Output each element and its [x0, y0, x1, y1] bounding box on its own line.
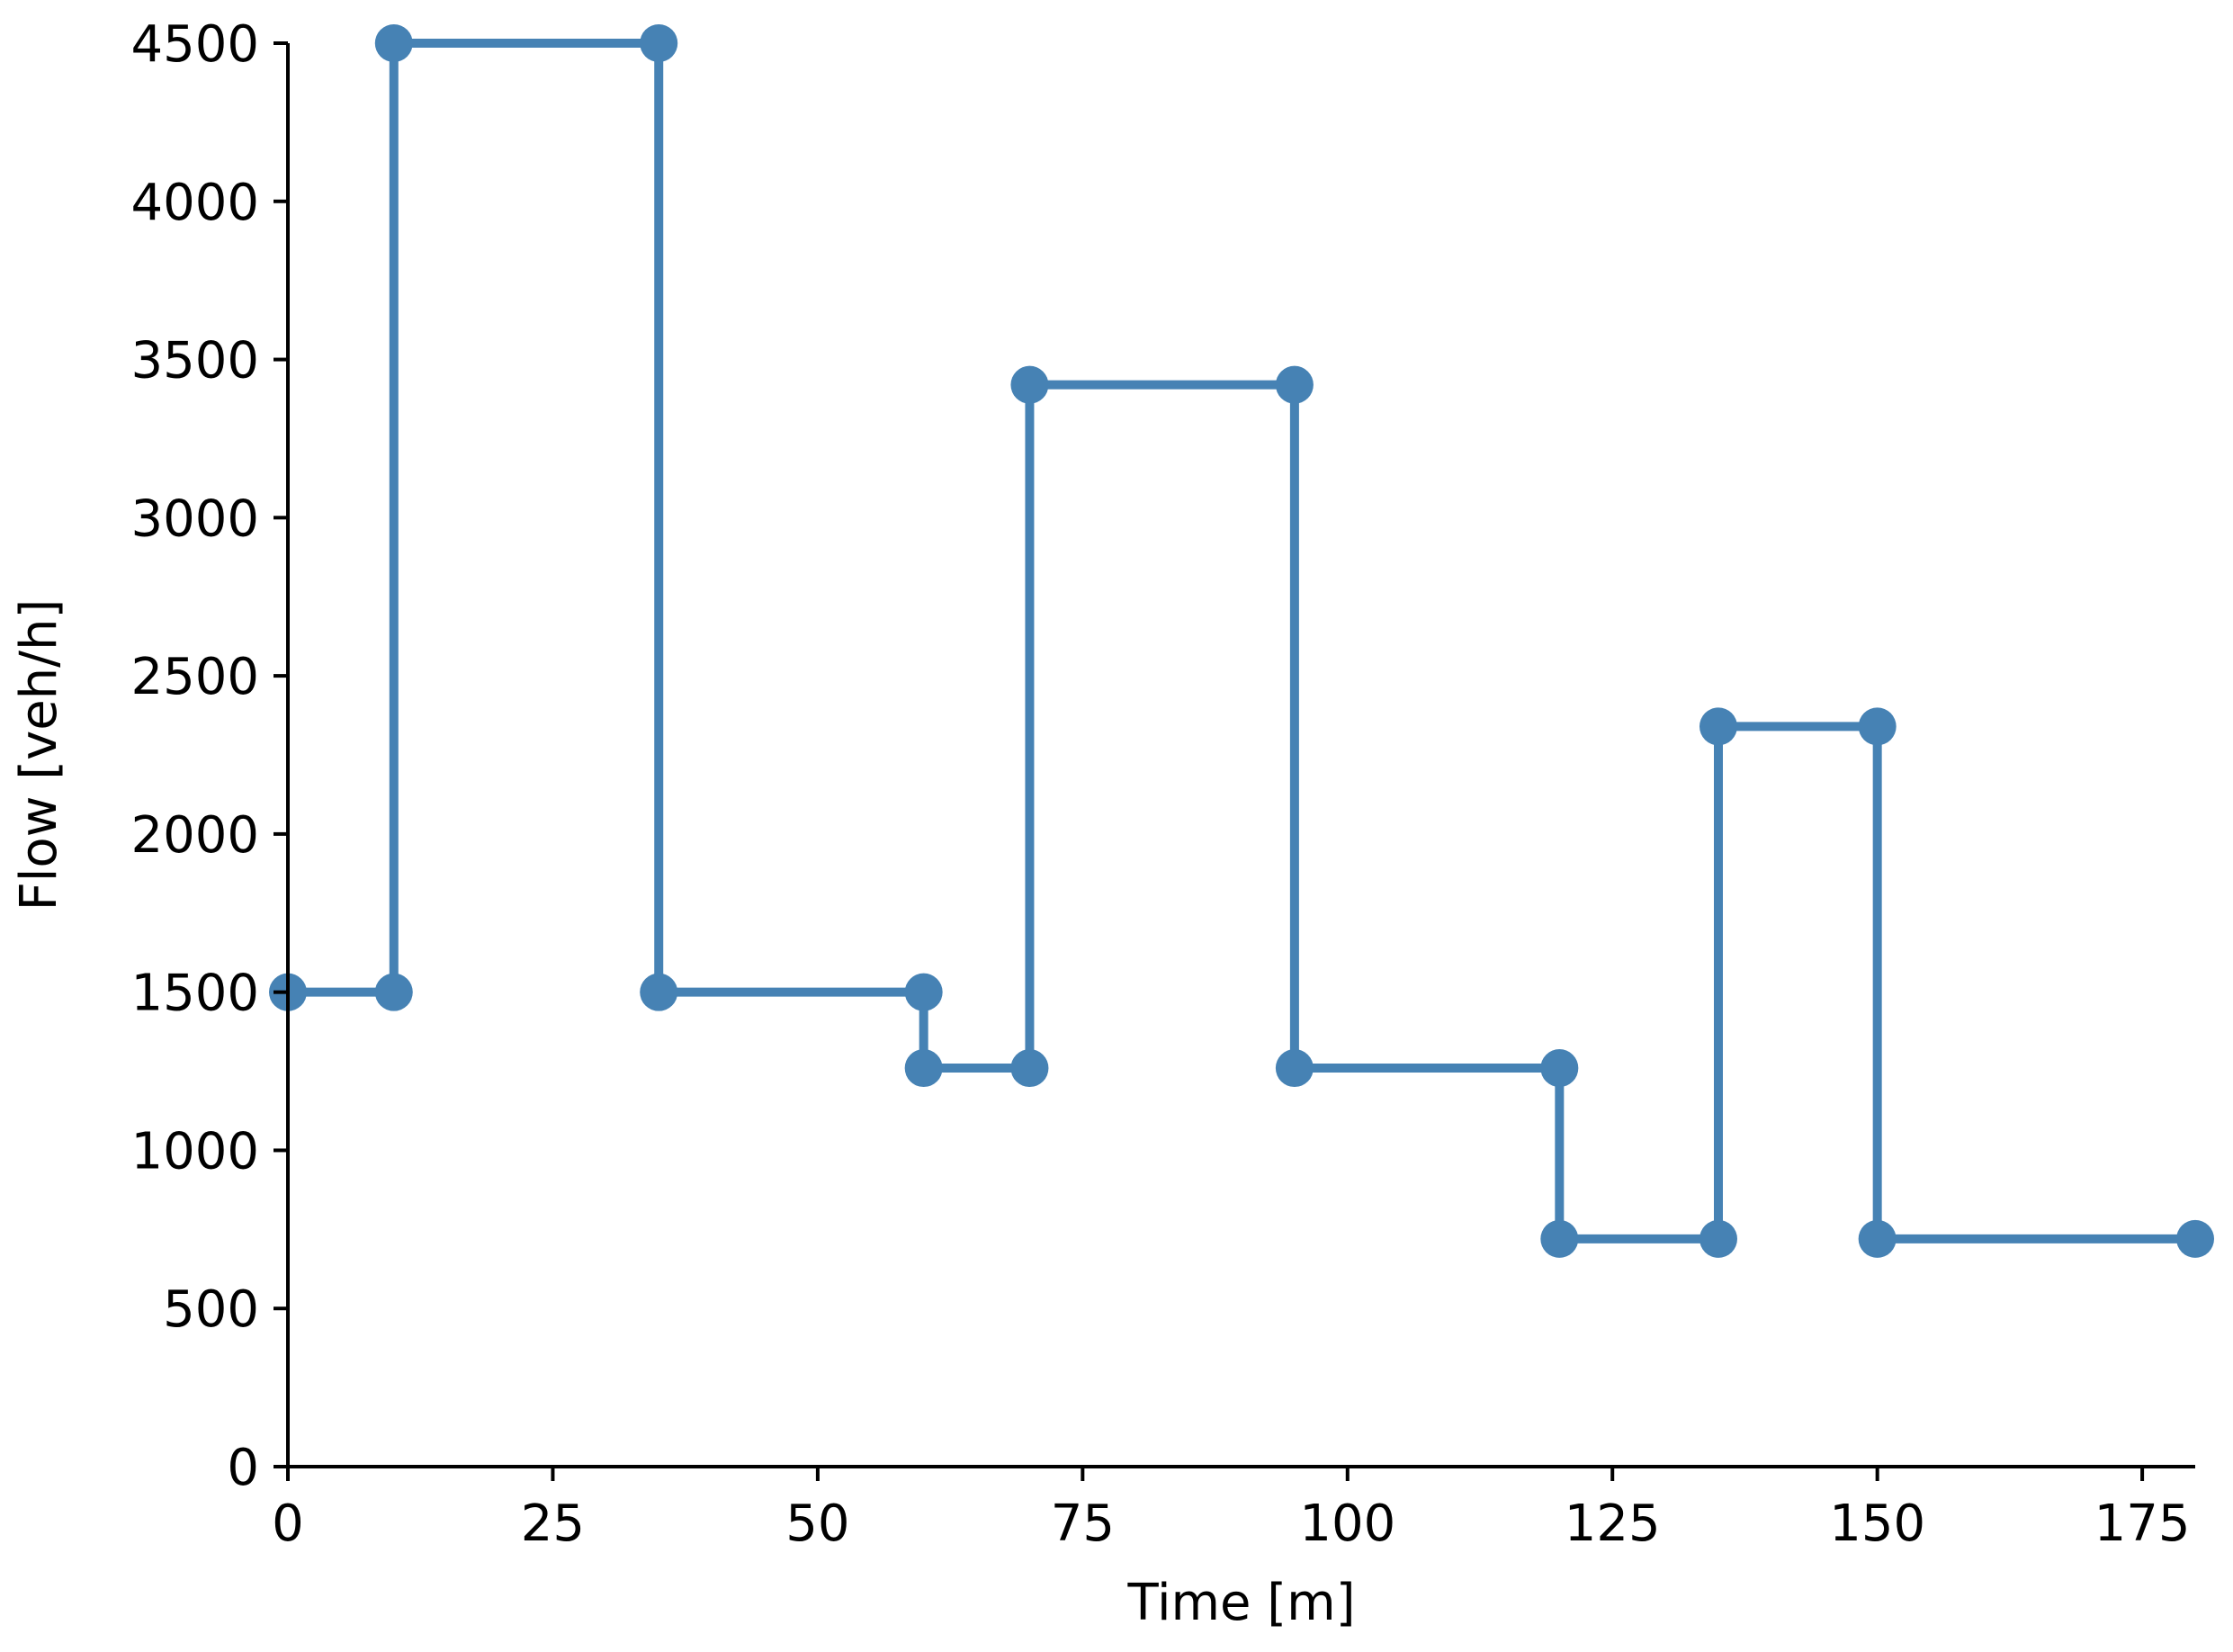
- y-tick-label: 4000: [130, 174, 259, 232]
- x-axis-ticks: 0 25 50 75 100 125 150 175: [272, 1467, 2191, 1553]
- y-tick-label: 3000: [130, 489, 259, 548]
- data-point-marker: [1858, 1219, 1897, 1258]
- x-tick-label: 125: [1565, 1495, 1661, 1553]
- data-point-marker: [1540, 1219, 1579, 1258]
- y-tick-label: 2000: [130, 806, 259, 865]
- y-tick-label: 4500: [130, 15, 259, 74]
- data-point-marker: [374, 24, 413, 62]
- data-point-marker: [1540, 1049, 1579, 1088]
- y-tick-label: 1500: [130, 965, 259, 1023]
- x-tick-label: 0: [272, 1495, 304, 1553]
- data-point-marker: [1010, 365, 1049, 404]
- data-point-marker: [1275, 1049, 1314, 1088]
- data-point-marker: [1010, 1049, 1049, 1088]
- axes: 0 500 1000 1500 2000 2500 3000 3500 4000 4500 0 25…: [10, 15, 2195, 1632]
- y-axis-ticks: 0 500 1000 1500 2000 2500 3000 3500 4000 4500: [130, 15, 288, 1497]
- x-tick-label: 50: [785, 1495, 849, 1553]
- plot-area: [269, 24, 2214, 1258]
- data-point-marker: [1275, 365, 1314, 404]
- data-point-marker: [1699, 1219, 1737, 1258]
- x-axis-label: Time [m]: [1126, 1574, 1355, 1632]
- data-point-marker: [2176, 1219, 2214, 1258]
- y-tick-label: 0: [227, 1439, 259, 1497]
- y-axis-label: Flow [veh/h]: [10, 599, 68, 911]
- data-point-marker: [374, 973, 413, 1011]
- x-tick-label: 150: [1829, 1495, 1925, 1553]
- data-point-marker: [904, 973, 943, 1011]
- x-tick-label: 25: [521, 1495, 585, 1553]
- y-tick-label: 1000: [130, 1122, 259, 1181]
- y-tick-label: 3500: [130, 332, 259, 391]
- y-tick-label: 2500: [130, 648, 259, 706]
- data-point-marker: [640, 973, 678, 1011]
- y-tick-label: 500: [163, 1280, 259, 1339]
- data-point-marker: [1699, 707, 1737, 746]
- x-tick-label: 175: [2094, 1495, 2191, 1553]
- x-tick-label: 100: [1299, 1495, 1395, 1553]
- data-point-marker: [904, 1049, 943, 1088]
- data-point-marker: [1858, 707, 1897, 746]
- x-tick-label: 75: [1051, 1495, 1115, 1553]
- data-point-marker: [640, 24, 678, 62]
